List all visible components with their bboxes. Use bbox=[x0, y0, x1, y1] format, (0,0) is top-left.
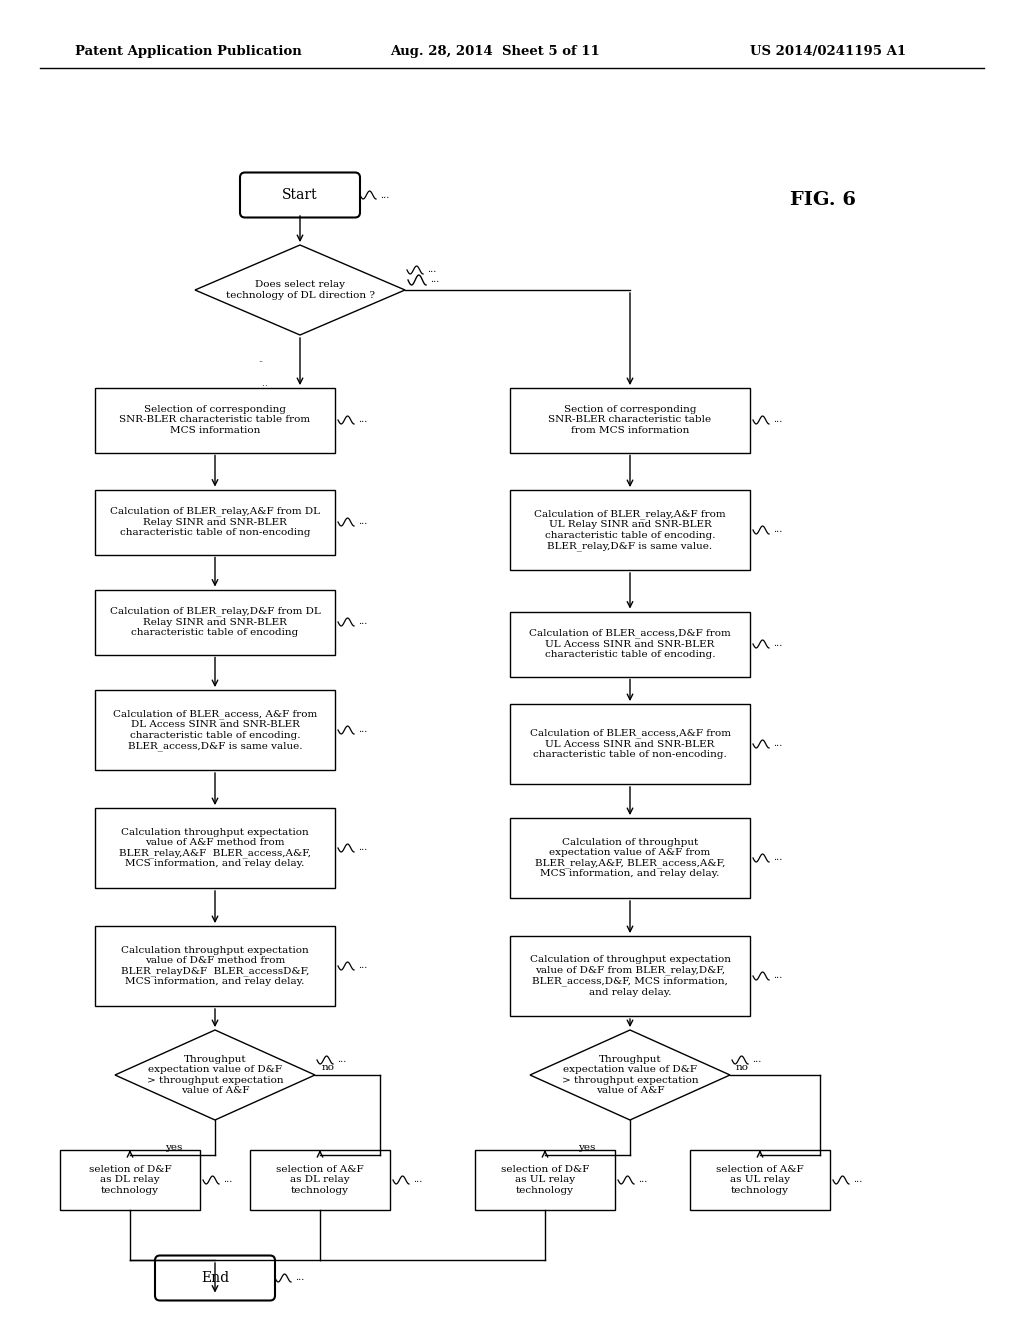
Text: ...: ... bbox=[752, 1056, 762, 1064]
Bar bbox=[95, 388, 335, 453]
Text: ...: ... bbox=[358, 618, 368, 627]
Text: ...: ... bbox=[413, 1176, 422, 1184]
Text: ...: ... bbox=[773, 739, 782, 748]
Text: Calculation of BLER_relay,A&F from DL
Relay SINR and SNR-BLER
characteristic tab: Calculation of BLER_relay,A&F from DL Re… bbox=[110, 507, 319, 537]
Text: selection of D&F
as UL relay
technology: selection of D&F as UL relay technology bbox=[501, 1166, 589, 1195]
Bar bbox=[690, 1150, 830, 1210]
Text: Throughput
expectation value of D&F
> throughput expectation
value of A&F: Throughput expectation value of D&F > th… bbox=[146, 1055, 284, 1096]
Text: ...: ... bbox=[295, 1274, 304, 1283]
Bar bbox=[250, 1150, 390, 1210]
Text: Patent Application Publication: Patent Application Publication bbox=[75, 45, 302, 58]
Text: Calculation of BLER_access,A&F from
UL Access SINR and SNR-BLER
characteristic t: Calculation of BLER_access,A&F from UL A… bbox=[529, 729, 730, 759]
Text: Calculation of throughput expectation
value of D&F from BLER_relay,D&F,
BLER_acc: Calculation of throughput expectation va… bbox=[529, 956, 730, 997]
Text: ...: ... bbox=[773, 416, 782, 425]
Text: ...: ... bbox=[380, 190, 389, 199]
Text: seletion of D&F
as DL relay
technology: seletion of D&F as DL relay technology bbox=[89, 1166, 171, 1195]
Bar bbox=[95, 808, 335, 888]
Text: ...: ... bbox=[358, 416, 368, 425]
Bar bbox=[510, 704, 750, 784]
Text: ...: ... bbox=[223, 1176, 232, 1184]
Bar bbox=[95, 490, 335, 554]
Polygon shape bbox=[530, 1030, 730, 1119]
Text: ...: ... bbox=[853, 1176, 862, 1184]
Text: Selection of corresponding
SNR-BLER characteristic table from
MCS information: Selection of corresponding SNR-BLER char… bbox=[120, 405, 310, 434]
Text: ...: ... bbox=[638, 1176, 647, 1184]
Text: Throughput
expectation value of D&F
> throughput expectation
value of A&F: Throughput expectation value of D&F > th… bbox=[562, 1055, 698, 1096]
Text: ...: ... bbox=[358, 961, 368, 970]
Bar bbox=[95, 927, 335, 1006]
Text: yes: yes bbox=[165, 1143, 182, 1152]
Text: Start: Start bbox=[283, 187, 317, 202]
Bar bbox=[510, 818, 750, 898]
Bar bbox=[60, 1150, 200, 1210]
FancyBboxPatch shape bbox=[240, 173, 360, 218]
Text: ...: ... bbox=[337, 1056, 346, 1064]
Bar bbox=[95, 690, 335, 770]
Text: ...: ... bbox=[358, 843, 368, 853]
Text: ...: ... bbox=[427, 265, 436, 275]
Polygon shape bbox=[195, 246, 406, 335]
Text: Calculation of BLER_access,D&F from
UL Access SINR and SNR-BLER
characteristic t: Calculation of BLER_access,D&F from UL A… bbox=[529, 628, 731, 659]
Bar bbox=[475, 1150, 615, 1210]
Bar bbox=[510, 490, 750, 570]
Bar bbox=[510, 611, 750, 676]
Text: ..: .. bbox=[258, 355, 263, 364]
Text: Section of corresponding
SNR-BLER characteristic table
from MCS information: Section of corresponding SNR-BLER charac… bbox=[549, 405, 712, 434]
Text: Aug. 28, 2014  Sheet 5 of 11: Aug. 28, 2014 Sheet 5 of 11 bbox=[390, 45, 600, 58]
Bar bbox=[95, 590, 335, 655]
Text: End: End bbox=[201, 1271, 229, 1284]
Text: Calculation throughput expectation
value of A&F method from
BLER_relay,A&F  BLER: Calculation throughput expectation value… bbox=[119, 828, 311, 869]
Text: ..: .. bbox=[262, 379, 267, 388]
Text: ...: ... bbox=[773, 525, 782, 535]
Text: ...: ... bbox=[773, 854, 782, 862]
Text: yes: yes bbox=[578, 1143, 595, 1152]
Text: Calculation of BLER_relay,D&F from DL
Relay SINR and SNR-BLER
characteristic tab: Calculation of BLER_relay,D&F from DL Re… bbox=[110, 607, 321, 638]
Text: Calculation of throughput
expectation value of A&F from
BLER_relay,A&F, BLER_acc: Calculation of throughput expectation va… bbox=[535, 838, 725, 878]
Text: Calculation throughput expectation
value of D&F method from
BLER_relayD&F  BLER_: Calculation throughput expectation value… bbox=[121, 945, 309, 986]
Polygon shape bbox=[115, 1030, 315, 1119]
Text: no: no bbox=[322, 1064, 335, 1072]
Text: ...: ... bbox=[773, 639, 782, 648]
Bar bbox=[510, 936, 750, 1016]
Text: US 2014/0241195 A1: US 2014/0241195 A1 bbox=[750, 45, 906, 58]
Text: Does select relay
technology of DL direction ?: Does select relay technology of DL direc… bbox=[225, 280, 375, 300]
Text: ...: ... bbox=[773, 972, 782, 981]
FancyBboxPatch shape bbox=[155, 1255, 275, 1300]
Text: no: no bbox=[736, 1064, 749, 1072]
Text: ...: ... bbox=[358, 726, 368, 734]
Bar bbox=[510, 388, 750, 453]
Text: selection of A&F
as UL relay
technology: selection of A&F as UL relay technology bbox=[716, 1166, 804, 1195]
Text: ...: ... bbox=[430, 276, 439, 285]
Text: FIG. 6: FIG. 6 bbox=[790, 191, 856, 209]
Text: Calculation of BLER_relay,A&F from
UL Relay SINR and SNR-BLER
characteristic tab: Calculation of BLER_relay,A&F from UL Re… bbox=[535, 510, 726, 550]
Text: Calculation of BLER_access, A&F from
DL Access SINR and SNR-BLER
characteristic : Calculation of BLER_access, A&F from DL … bbox=[113, 709, 317, 751]
Text: ...: ... bbox=[358, 517, 368, 527]
Text: selection of A&F
as DL relay
technology: selection of A&F as DL relay technology bbox=[276, 1166, 364, 1195]
